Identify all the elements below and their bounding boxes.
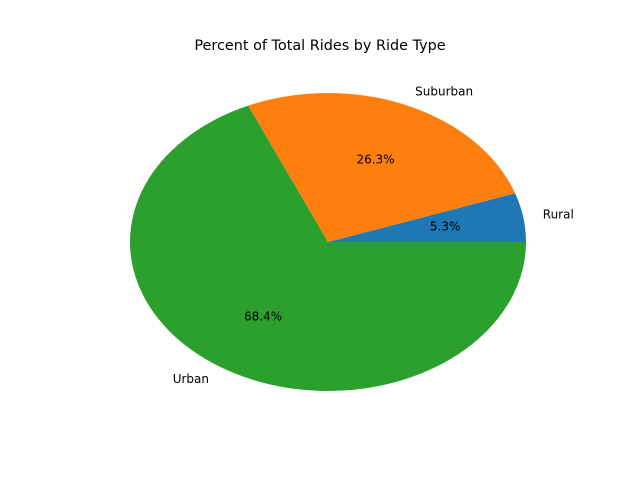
pie-labels: Rural 5.3% Suburban 26.3% Urban 68.4% <box>173 84 574 385</box>
percent-label-urban: 68.4% <box>244 309 282 323</box>
chart-title: Percent of Total Rides by Ride Type <box>194 38 445 54</box>
percent-label-rural: 5.3% <box>430 220 461 234</box>
pie-slices <box>130 93 526 392</box>
percent-label-suburban: 26.3% <box>356 153 394 167</box>
pie-slice-suburban <box>248 93 516 242</box>
slice-label-urban: Urban <box>173 372 209 386</box>
pie-slice-rural <box>328 193 526 242</box>
slice-label-rural: Rural <box>543 207 574 221</box>
slice-label-suburban: Suburban <box>415 84 473 98</box>
pie-slice-urban <box>130 105 526 392</box>
